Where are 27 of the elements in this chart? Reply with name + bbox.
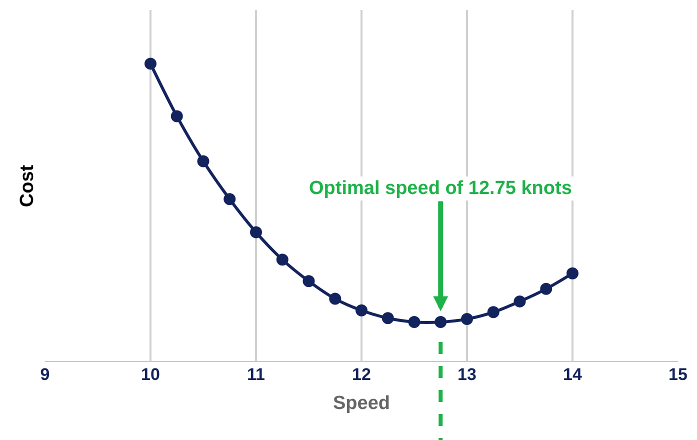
point [329,292,342,305]
x-axis-title: Speed [332,392,390,414]
point [250,226,262,238]
point [540,282,552,295]
x-tick-label: 11 [247,365,265,384]
x-tick-label: 15 [668,365,688,384]
point [434,316,447,328]
y-axis-title: Cost [16,164,38,208]
point [382,312,394,324]
point [514,295,526,308]
x-tick-label: 9 [40,365,50,384]
point [461,313,473,326]
point [356,304,368,316]
x-tick-label: 12 [352,365,371,384]
point [302,275,315,288]
x-tick-label: 13 [458,365,476,384]
point [566,267,578,280]
point [487,306,500,318]
point [276,254,288,266]
x-tick-label: 14 [563,365,582,384]
point [197,155,210,168]
x-tick-label: 10 [141,365,160,384]
point [224,193,236,206]
point [144,58,156,70]
annotation: Optimal speed of 12.75 knots [309,178,572,199]
point [170,110,183,122]
point [408,316,420,328]
